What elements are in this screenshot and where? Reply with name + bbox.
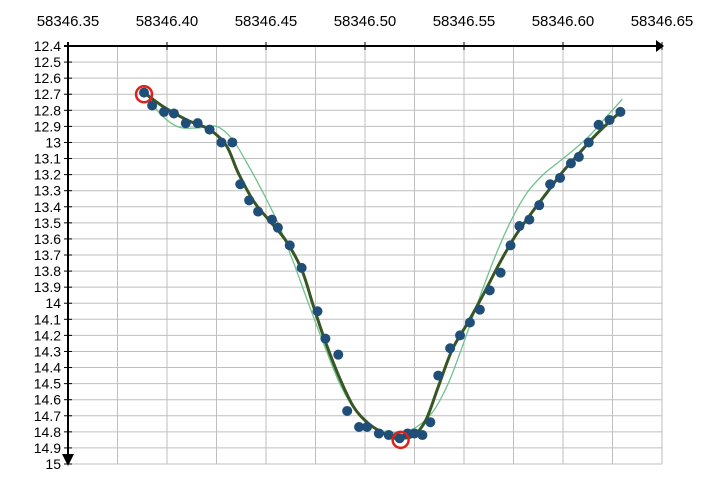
fit-line	[143, 91, 622, 441]
data-point	[615, 106, 626, 117]
data-point	[402, 428, 413, 439]
data-point	[565, 158, 576, 169]
data-point	[409, 428, 420, 439]
data-point	[425, 417, 436, 428]
x-tick-label: 58346.55	[433, 13, 496, 30]
y-tick-label: 12.7	[34, 86, 61, 102]
data-point	[296, 262, 307, 273]
data-point	[545, 179, 556, 190]
y-tick-label: 13.7	[34, 247, 61, 263]
data-point	[227, 137, 238, 148]
x-tick-label: 58346.65	[631, 13, 694, 30]
fit-curve	[143, 91, 622, 441]
model-curve	[143, 85, 623, 434]
y-tick-label: 13	[45, 134, 61, 150]
grid	[67, 45, 663, 465]
data-point	[216, 137, 227, 148]
y-tick-label: 14.2	[34, 327, 61, 343]
highlight-ring	[134, 84, 154, 104]
data-point	[244, 195, 255, 206]
data-point	[583, 137, 594, 148]
y-tick-labels: 12.412.512.612.712.812.91313.113.213.313…	[34, 38, 61, 472]
data-point	[555, 172, 566, 183]
data-point	[573, 151, 584, 162]
y-tick-label: 14	[45, 295, 61, 311]
highlight-markers	[134, 84, 410, 450]
data-point	[342, 405, 353, 416]
data-point	[445, 343, 456, 354]
data-point	[235, 179, 246, 190]
y-tick-label: 14.4	[34, 360, 61, 376]
y-tick-label: 13.2	[34, 167, 61, 183]
data-point	[495, 267, 506, 278]
data-point	[159, 106, 170, 117]
y-tick-label: 14.3	[34, 343, 61, 359]
y-tick-label: 12.8	[34, 102, 61, 118]
y-tick-label: 12.6	[34, 70, 61, 86]
y-tick-label: 13.9	[34, 279, 61, 295]
x-tick-label: 58346.50	[334, 13, 397, 30]
y-tick-label: 14.6	[34, 392, 61, 408]
data-point	[204, 124, 215, 135]
x-tick-label: 58346.45	[235, 13, 298, 30]
x-axis-arrow-icon	[656, 40, 664, 52]
data-point	[604, 114, 615, 125]
data-point	[139, 87, 150, 98]
model-line	[143, 85, 623, 434]
y-tick-label: 13.6	[34, 231, 61, 247]
data-point	[272, 222, 283, 233]
data-point	[312, 306, 323, 317]
data-point	[284, 240, 295, 251]
data-point	[474, 304, 485, 315]
y-tick-label: 12.5	[34, 54, 61, 70]
data-point	[505, 240, 516, 251]
y-tick-label: 13.8	[34, 263, 61, 279]
y-tick-label: 14.8	[34, 424, 61, 440]
x-tick-label: 58346.40	[136, 13, 199, 30]
data-point	[168, 108, 179, 119]
data-point	[417, 430, 428, 441]
data-point	[320, 333, 331, 344]
data-point	[464, 317, 475, 328]
y-tick-label: 13.4	[34, 199, 61, 215]
data-point	[484, 285, 495, 296]
data-point	[455, 330, 466, 341]
x-tick-labels: 58346.35 58346.40 58346.45 58346.50 58346.55…	[37, 13, 694, 30]
data-point	[514, 221, 525, 232]
data-point	[354, 422, 365, 433]
data-point	[180, 118, 191, 129]
x-tick-label: 58346.35	[37, 13, 100, 30]
data-points	[139, 87, 626, 444]
y-tick-label: 12.9	[34, 118, 61, 134]
data-point	[333, 349, 344, 360]
x-tick-label: 58346.60	[532, 13, 595, 30]
y-tick-label: 13.5	[34, 215, 61, 231]
data-point	[433, 370, 444, 381]
data-point	[383, 430, 394, 441]
y-axis-arrow-icon	[62, 454, 74, 466]
y-tick-label: 14.1	[34, 311, 61, 327]
y-tick-label: 12.4	[34, 38, 61, 54]
y-tick-label: 14.7	[34, 408, 61, 424]
data-point	[394, 433, 405, 444]
data-point	[266, 214, 277, 225]
data-point	[373, 428, 384, 439]
y-tick-label: 13.3	[34, 183, 61, 199]
data-point	[253, 206, 264, 217]
data-point	[361, 422, 372, 433]
data-point	[524, 214, 535, 225]
y-tick-label: 13.1	[34, 151, 61, 167]
highlight-ring	[391, 430, 410, 450]
y-tick-label: 15	[45, 456, 61, 472]
data-point	[147, 100, 158, 111]
y-tick-label: 14.9	[34, 440, 61, 456]
data-point	[593, 119, 604, 130]
axes	[62, 40, 664, 466]
data-point	[534, 200, 545, 211]
data-point	[192, 118, 203, 129]
y-tick-label: 14.5	[34, 376, 61, 392]
